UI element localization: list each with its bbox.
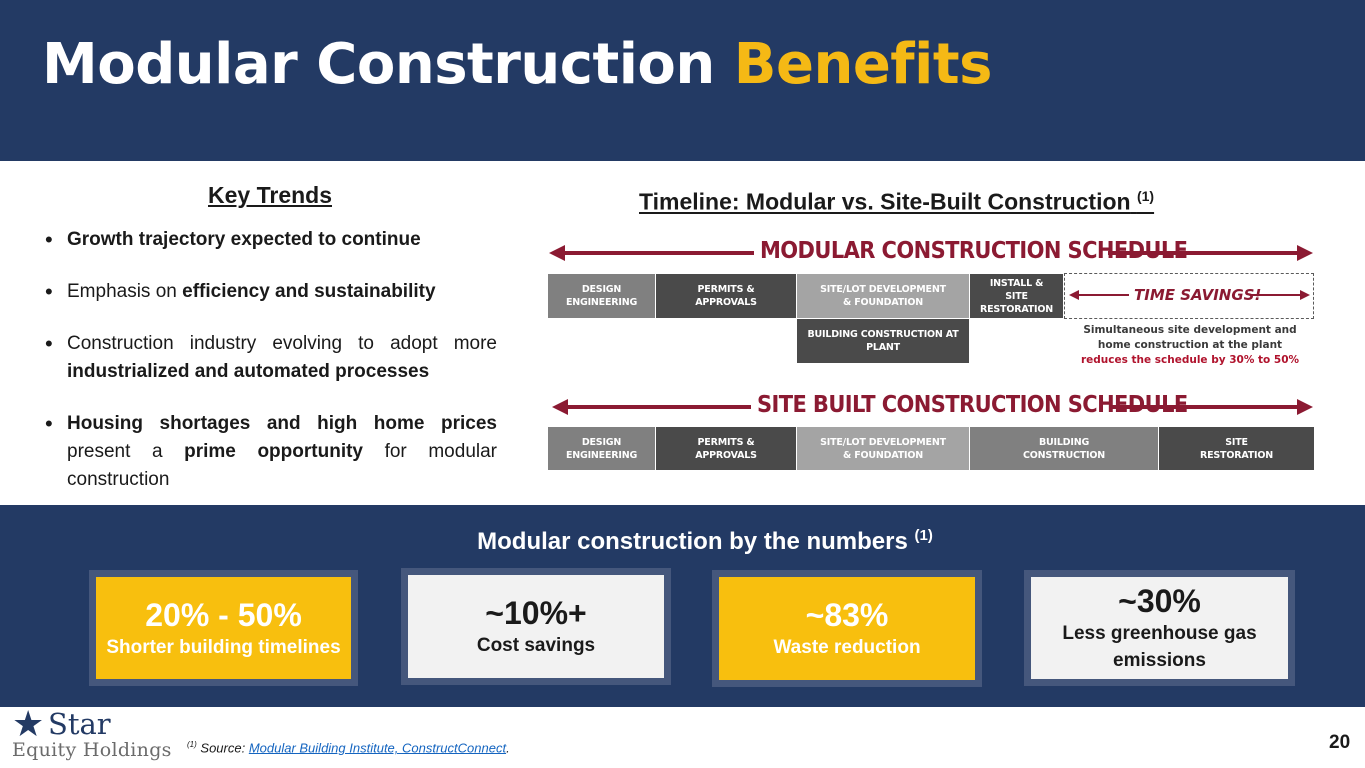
title-main: Modular Construction <box>42 32 715 97</box>
bullet-text-bold: efficiency and sustainability <box>182 281 436 302</box>
stat-card-waste: ~83% Waste reduction <box>712 570 982 687</box>
stat-label: Waste reduction <box>773 637 921 658</box>
company-logo: ★ Star Equity Holdings <box>10 706 180 766</box>
modular-cell-permits: PERMITS & APPROVALS <box>656 274 796 318</box>
arrow-right-icon <box>1297 399 1313 415</box>
bullet-item: Construction industry evolving to adopt … <box>45 330 497 386</box>
star-icon: ★ <box>12 703 45 744</box>
site-schedule-label: SITE BUILT CONSTRUCTION SCHEDULE <box>757 390 1188 418</box>
source-footnote: (1) Source: Modular Building Institute, … <box>187 740 510 755</box>
stat-card-timelines: 20% - 50% Shorter building timelines <box>89 570 358 686</box>
modular-schedule-label: MODULAR CONSTRUCTION SCHEDULE <box>760 236 1188 264</box>
bullet-text-bold: Growth trajectory expected to continue <box>67 229 421 250</box>
time-savings-box <box>1064 273 1314 319</box>
key-trends-heading: Key Trends <box>208 182 332 208</box>
arrow-right-icon <box>1297 245 1313 261</box>
bullet-item: Housing shortages and high home prices p… <box>45 410 497 494</box>
site-cell-design: DESIGN ENGINEERING <box>548 427 655 470</box>
stat-label: Shorter building timelines <box>106 636 341 658</box>
time-savings-line-right <box>1250 294 1302 296</box>
stat-label: Less greenhouse gas emissions <box>1062 623 1257 671</box>
stat-card-cost: ~10%+ Cost savings <box>401 568 671 685</box>
numbers-heading-text: Modular construction by the numbers <box>477 528 908 555</box>
site-cell-site-dev: SITE/LOT DEVELOPMENT & FOUNDATION <box>797 427 969 470</box>
logo-word: Star <box>48 707 111 741</box>
site-arrow-line-left <box>565 405 751 409</box>
modular-cell-plant: BUILDING CONSTRUCTION AT PLANT <box>797 319 969 363</box>
bullet-text: for modular construction <box>67 441 497 490</box>
key-trends-list: Growth trajectory expected to continue E… <box>45 226 497 518</box>
bullet-text-bold: industrialized and automated processes <box>67 361 430 382</box>
stat-value: ~10%+ <box>485 595 587 631</box>
arrow-left-icon <box>552 399 568 415</box>
stat-value: ~83% <box>805 597 889 633</box>
title-accent: Benefits <box>733 32 993 97</box>
page-title: Modular Construction Benefits <box>42 32 992 97</box>
timeline-heading-text: Timeline: Modular vs. Site-Built Constru… <box>639 188 1131 215</box>
site-arrow-line-right <box>1112 405 1302 409</box>
stat-value: ~30% <box>1118 583 1201 619</box>
stat-value: 20% - 50% <box>145 596 302 633</box>
modular-cell-site-dev: SITE/LOT DEVELOPMENT & FOUNDATION <box>797 274 969 318</box>
modular-arrow-line-right <box>1108 251 1302 255</box>
numbers-heading: Modular construction by the numbers (1) <box>0 527 1365 556</box>
bullet-item: Growth trajectory expected to continue <box>45 226 497 254</box>
time-savings-arrow-left-icon <box>1069 290 1079 300</box>
footnote-prefix: Source: <box>196 740 249 756</box>
site-cell-permits: PERMITS & APPROVALS <box>656 427 796 470</box>
timeline-heading-sup: (1) <box>1136 188 1155 204</box>
bullet-text: present a <box>67 441 185 462</box>
source-link[interactable]: Modular Building Institute, ConstructCon… <box>248 740 507 756</box>
site-cell-building: BUILDING CONSTRUCTION <box>970 427 1158 470</box>
time-savings-note: Simultaneous site development and home c… <box>1080 323 1300 368</box>
bullet-text-bold: prime opportunity <box>184 441 363 462</box>
header-bar: Modular Construction Benefits <box>0 0 1365 161</box>
bullet-text-bold: Housing shortages and high home prices <box>67 413 497 434</box>
logo-subtitle: Equity Holdings <box>12 739 172 761</box>
arrow-left-icon <box>549 245 565 261</box>
modular-cell-design: DESIGN ENGINEERING <box>548 274 655 318</box>
time-savings-line-left <box>1077 294 1129 296</box>
note-line-1: Simultaneous site development and <box>1083 324 1297 336</box>
modular-arrow-line-left <box>562 251 754 255</box>
bullet-text: Emphasis on <box>67 281 183 302</box>
modular-cell-install: INSTALL & SITE RESTORATION <box>970 274 1063 318</box>
bullet-item: Emphasis on efficiency and sustainabilit… <box>45 278 497 306</box>
time-savings-label: TIME SAVINGS! <box>1134 286 1262 304</box>
note-line-2: home construction at the plant <box>1097 339 1283 351</box>
stat-card-emissions: ~30% Less greenhouse gas emissions <box>1024 570 1295 686</box>
stat-label: Cost savings <box>476 635 596 656</box>
time-savings-arrow-right-icon <box>1300 290 1310 300</box>
timeline-heading: Timeline: Modular vs. Site-Built Constru… <box>639 188 1154 216</box>
site-cell-restoration: SITE RESTORATION <box>1159 427 1314 470</box>
footnote-suffix: . <box>506 740 510 756</box>
note-red-line: reduces the schedule by 30% to 50% <box>1080 354 1300 366</box>
footnote-sup: (1) <box>187 740 197 749</box>
page-number: 20 <box>1329 732 1351 753</box>
bullet-text: Construction industry evolving to adopt … <box>67 333 497 354</box>
numbers-heading-sup: (1) <box>914 527 933 544</box>
